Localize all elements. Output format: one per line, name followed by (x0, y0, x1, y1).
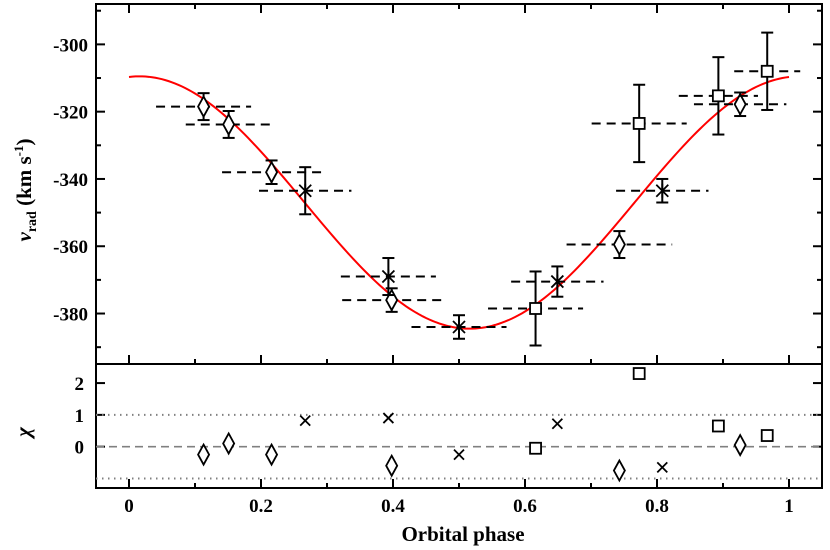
x-tick-label: 0.4 (381, 496, 405, 517)
residual-point-diamond (385, 453, 399, 478)
residual-point-cross (656, 461, 668, 473)
y-tick-label-top: -340 (53, 170, 88, 191)
residual-panel: 0 1 2 (75, 363, 823, 489)
x-tick-labels: 0 0.2 0.4 0.6 0.8 1 (124, 496, 794, 517)
residual-point-square (632, 367, 646, 380)
residual-point-diamond (733, 433, 747, 457)
y-tick-label-bottom: 0 (75, 438, 85, 459)
x-tick-label: 0 (124, 496, 134, 517)
data-point-diamond (197, 94, 211, 119)
residual-point-diamond (197, 442, 211, 467)
cross-stroke (656, 461, 668, 473)
y-tick-label-top: -300 (53, 35, 88, 56)
x-tick-label: 1 (784, 496, 794, 517)
data-point-asterisk (655, 183, 669, 198)
x-tick-label: 0.2 (249, 496, 273, 517)
data-point-square (711, 89, 725, 103)
cross-stroke (453, 448, 465, 461)
y-tick-label-bottom: 1 (75, 406, 85, 427)
data-point-diamond (733, 92, 747, 117)
y-axis-title-units-close: ) (12, 138, 36, 145)
y-axis-title-sub: rad (25, 211, 40, 232)
y-axis-title-var: v (12, 232, 36, 242)
cross-stroke (299, 414, 311, 427)
data-point-square (529, 302, 542, 315)
y-tick-label-bottom: 2 (75, 374, 85, 395)
x-tick-label: 0.6 (513, 496, 537, 517)
residual-point-square (760, 429, 774, 442)
data-point-diamond (222, 112, 236, 137)
residual-point-cross (299, 414, 311, 427)
x-axis-title: Orbital phase (401, 522, 524, 546)
y-axis-title-bottom: χ (11, 426, 35, 440)
data-point-diamond (265, 160, 279, 185)
x-tick-label: 0.8 (645, 496, 669, 517)
residual-point-square (711, 419, 725, 433)
residual-point-diamond (265, 442, 279, 467)
data-point-asterisk (452, 319, 466, 334)
data-point-asterisk (298, 183, 312, 198)
y-tick-label-top: -320 (53, 103, 88, 124)
data-point-diamond (612, 232, 626, 257)
cross-stroke (551, 418, 563, 430)
residual-point-diamond (612, 458, 626, 483)
residual-point-cross (551, 418, 563, 430)
svg-text:vrad (km s-1): vrad (km s-1) (11, 138, 40, 241)
y-tick-label-top: -380 (53, 305, 88, 326)
data-point-asterisk (381, 269, 396, 284)
radial-velocity-panel: -380 -360 -340 -320 -300 (53, 3, 823, 365)
residual-point-square (529, 441, 542, 455)
y-axis-title-top: vrad (km s-1) (11, 138, 40, 241)
y-axis-title-units-sup: -1 (11, 145, 26, 156)
residual-point-cross (453, 448, 465, 461)
residual-point-diamond (222, 431, 236, 456)
cross-stroke (382, 412, 395, 424)
residual-point-cross (382, 412, 395, 424)
y-axis-title-units: (km s (12, 156, 36, 211)
data-point-asterisk (550, 274, 564, 289)
data-point-square (632, 117, 646, 130)
data-point-square (760, 64, 774, 78)
y-tick-label-top: -360 (53, 237, 88, 258)
